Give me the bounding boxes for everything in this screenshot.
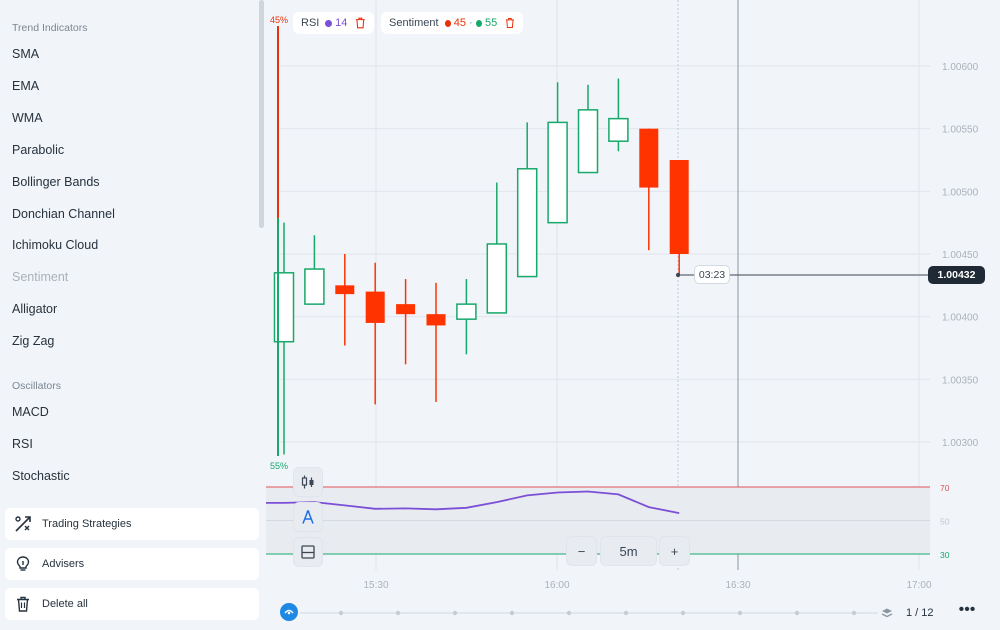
- indicator-item[interactable]: EMA: [12, 79, 40, 93]
- indicator-item[interactable]: Parabolic: [12, 143, 65, 157]
- sidebar-scrollbar[interactable]: [259, 0, 264, 228]
- rsi-chip[interactable]: RSI 14: [293, 12, 374, 34]
- indicator-item[interactable]: SMA: [12, 47, 40, 61]
- sentiment-buy-dot: [475, 19, 482, 27]
- candle-timer: 03:23: [694, 265, 730, 284]
- sentiment-sell-dot: [444, 19, 451, 27]
- sentiment-separator: ·: [469, 17, 473, 29]
- indicator-item[interactable]: Zig Zag: [12, 334, 55, 348]
- indicator-item[interactable]: WMA: [12, 111, 43, 125]
- sentiment-chip-label: Sentiment: [389, 17, 439, 29]
- delete-all-label: Delete all: [42, 598, 88, 610]
- trading-strategies-label: Trading Strategies: [42, 518, 132, 530]
- advisers-button[interactable]: Advisers: [5, 548, 259, 580]
- indicator-item[interactable]: Alligator: [12, 302, 58, 316]
- sentiment-buy-value: 55: [484, 17, 498, 29]
- layout-button[interactable]: [293, 537, 323, 567]
- indicator-sidebar: Trend Indicators SMA EMA WMA Parabolic Bolli…: [0, 0, 266, 630]
- sentiment-sell-value: 45: [453, 17, 467, 29]
- trash-icon: [17, 596, 29, 612]
- oscillators-heading: Oscillators: [12, 380, 62, 392]
- sentiment-top-label: 45%: [270, 15, 289, 25]
- timeframe-value[interactable]: 5m: [600, 536, 657, 566]
- strategy-icon: [15, 516, 31, 532]
- layout-icon: [301, 545, 315, 559]
- sentiment-remove-icon[interactable]: [505, 17, 515, 29]
- oscillator-item[interactable]: Stochastic: [12, 469, 70, 483]
- indicator-item: Sentiment: [12, 270, 69, 284]
- indicator-item[interactable]: Bollinger Bands: [12, 175, 100, 189]
- rsi-chip-value: 14: [335, 17, 348, 29]
- rsi-color-dot: [325, 19, 333, 27]
- oscillator-item[interactable]: RSI: [12, 437, 33, 451]
- trading-strategies-button[interactable]: Trading Strategies: [5, 508, 259, 540]
- page-counter: 1 / 12: [906, 607, 934, 619]
- advisers-label: Advisers: [42, 558, 85, 570]
- compass-icon: [302, 510, 314, 524]
- timeline-end-button[interactable]: [878, 605, 896, 621]
- sentiment-chip[interactable]: Sentiment 45 · 55: [381, 12, 523, 34]
- candlestick-icon: [301, 475, 314, 489]
- zoom-out-button[interactable]: −: [566, 536, 597, 566]
- stack-icon: [881, 608, 893, 618]
- more-menu-button[interactable]: •••: [958, 601, 976, 618]
- lightbulb-icon: [16, 556, 30, 571]
- indicator-item[interactable]: Donchian Channel: [12, 207, 115, 221]
- rsi-remove-icon[interactable]: [355, 17, 366, 29]
- zoom-in-button[interactable]: +: [659, 536, 690, 566]
- rsi-chip-label: RSI: [301, 17, 320, 29]
- current-price-badge: 1.00432: [928, 266, 985, 284]
- delete-all-button[interactable]: Delete all: [5, 588, 259, 620]
- drawing-tools-button[interactable]: [293, 502, 323, 532]
- indicator-item[interactable]: Ichimoku Cloud: [12, 238, 99, 252]
- eye-icon: [284, 609, 294, 615]
- sentiment-bottom-label: 55%: [270, 461, 289, 471]
- oscillator-item[interactable]: MACD: [12, 405, 49, 419]
- chart-type-button[interactable]: [293, 467, 323, 497]
- timeline-handle[interactable]: [280, 603, 298, 621]
- trend-indicators-heading: Trend Indicators: [12, 22, 88, 34]
